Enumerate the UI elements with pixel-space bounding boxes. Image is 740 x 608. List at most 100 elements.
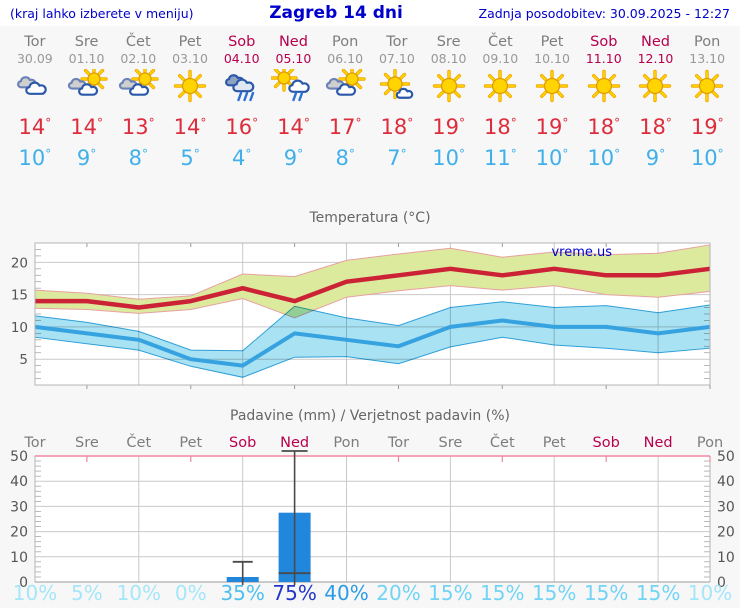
percent-symbol: % (609, 581, 628, 604)
temp-max: 16° (216, 110, 268, 141)
min-temp-line (34, 318, 711, 368)
sun-icon (535, 69, 569, 103)
temp-min: 9° (268, 141, 320, 172)
weather-icon-wrap (112, 69, 164, 109)
temp-min: 11° (474, 141, 526, 172)
temp-max-value: 17 (328, 115, 356, 139)
degree-symbol: ° (148, 116, 155, 130)
temp-min-value: 8 (335, 146, 349, 170)
precip-day-label: Tor (387, 435, 409, 451)
precip-y-tick-left: 20 (10, 525, 28, 541)
weather-icon-wrap (371, 69, 423, 109)
temp-max-value: 14 (18, 115, 46, 139)
degree-symbol: ° (614, 147, 621, 161)
temp-max: 14° (164, 110, 216, 141)
precip-probability: 15% (480, 581, 524, 604)
precip-probability-value: 15 (584, 581, 609, 604)
precip-day-label: Čet (490, 433, 515, 451)
precip-y-tick-right: 10 (717, 550, 735, 566)
temp-min: 5° (164, 141, 216, 172)
precip-probability-value: 15 (532, 581, 557, 604)
watermark-text: vreme.us (551, 245, 612, 260)
degree-symbol: ° (510, 116, 517, 130)
percent-symbol: % (661, 581, 680, 604)
degree-symbol: ° (355, 116, 362, 130)
raindrops-icon (237, 91, 254, 102)
day-name: Tor (24, 34, 46, 50)
percent-symbol: % (38, 581, 57, 604)
day-column-6[interactable]: Pon 06.10 17° 8° (319, 34, 371, 202)
day-column-8[interactable]: Sre 08.10 19° 10° (423, 34, 475, 202)
mostly-sunny-icon (379, 69, 414, 100)
degree-symbol: ° (659, 147, 666, 161)
day-date: 03.10 (172, 51, 208, 66)
day-column-2[interactable]: Čet 02.10 13° 8° (112, 34, 164, 202)
percent-symbol: % (350, 581, 369, 604)
day-column-4[interactable]: Sob 04.10 16° 4° (216, 34, 268, 202)
sun-icon (271, 69, 299, 92)
precip-day-label: Pon (333, 435, 359, 451)
cloud-icon (129, 83, 150, 96)
temp-max-value: 18 (587, 115, 615, 139)
temp-min: 9° (61, 141, 113, 172)
day-column-5[interactable]: Ned 05.10 14° 9° (268, 34, 320, 202)
percent-symbol: % (298, 581, 317, 604)
precip-day-label: Tor (23, 435, 45, 451)
degree-symbol: ° (717, 116, 724, 130)
sun-icon (587, 69, 620, 103)
day-column-12[interactable]: Ned 12.10 18° 9° (630, 34, 682, 202)
day-name: Pon (694, 34, 721, 50)
temp-min: 7° (371, 141, 423, 172)
sunny-icon (432, 69, 465, 103)
precip-probability-value: 15 (480, 581, 505, 604)
precip-day-label: Ned (280, 435, 309, 451)
temp-max-value: 14 (277, 115, 304, 139)
day-column-10[interactable]: Pet 10.10 19° 10° (526, 34, 578, 202)
day-name: Pon (332, 34, 359, 50)
temp-max-value: 13 (121, 115, 149, 139)
sun-icon (484, 69, 517, 103)
last-updated-text: Zadnja posodobitev: 30.09.2025 - 12:27 (478, 5, 730, 21)
day-column-1[interactable]: Sre 01.10 14° 9° (61, 34, 113, 202)
day-name: Pet (178, 34, 202, 50)
day-column-7[interactable]: Tor 07.10 18° 7° (371, 34, 423, 202)
temp-max: 18° (578, 110, 630, 141)
day-column-13[interactable]: Pon 13.10 19° 10° (681, 34, 733, 202)
precip-y-tick-right: 50 (717, 449, 735, 465)
degree-symbol: ° (252, 116, 259, 130)
temp-min: 8° (112, 141, 164, 172)
forecast-strip: Tor 30.09 14° 10° Sre 01.10 14° 9° Čet 02.10 13° 8°… (9, 26, 733, 202)
sunny-icon (691, 69, 724, 103)
day-date: 12.10 (637, 51, 674, 66)
percent-symbol: % (188, 581, 207, 604)
precip-probability: 5% (71, 581, 103, 604)
day-column-3[interactable]: Pet 03.10 14° 5° (164, 34, 216, 202)
precip-probability: 0% (175, 581, 207, 604)
partly-cloudy-icon (67, 69, 108, 96)
precipitation-chart-svg: Padavine (mm) / Verjetnost padavin (%) To… (10, 408, 735, 605)
day-name: Tor (386, 34, 408, 50)
day-column-0[interactable]: Tor 30.09 14° 10° (9, 34, 61, 202)
day-column-11[interactable]: Sob 11.10 18° 10° (578, 34, 630, 202)
day-column-9[interactable]: Čet 09.10 18° 11° (474, 34, 526, 202)
header: (kraj lahko izberete v meniju) Zagreb 14… (0, 0, 740, 26)
precip-probability-value: 5 (71, 581, 84, 604)
day-name: Čet (125, 34, 151, 50)
day-date: 04.10 (223, 51, 260, 66)
percent-symbol: % (84, 581, 103, 604)
degree-symbol: ° (303, 116, 310, 130)
precip-probability: 10% (117, 581, 161, 604)
precip-day-label: Sob (229, 435, 256, 451)
temp-max: 14° (61, 110, 113, 141)
temp-min: 4° (216, 141, 268, 172)
degree-symbol: ° (45, 147, 52, 161)
day-date: 13.10 (689, 51, 726, 66)
temp-min-value: 9 (283, 146, 298, 170)
precip-y-tick-right: 20 (717, 525, 735, 541)
temp-plot-border (34, 242, 711, 386)
temp-max: 17° (319, 110, 371, 141)
degree-symbol: ° (407, 116, 414, 130)
weather-icon-wrap (474, 69, 526, 109)
weather-icon-wrap (526, 69, 578, 109)
precip-probability-value: 75 (272, 581, 297, 604)
